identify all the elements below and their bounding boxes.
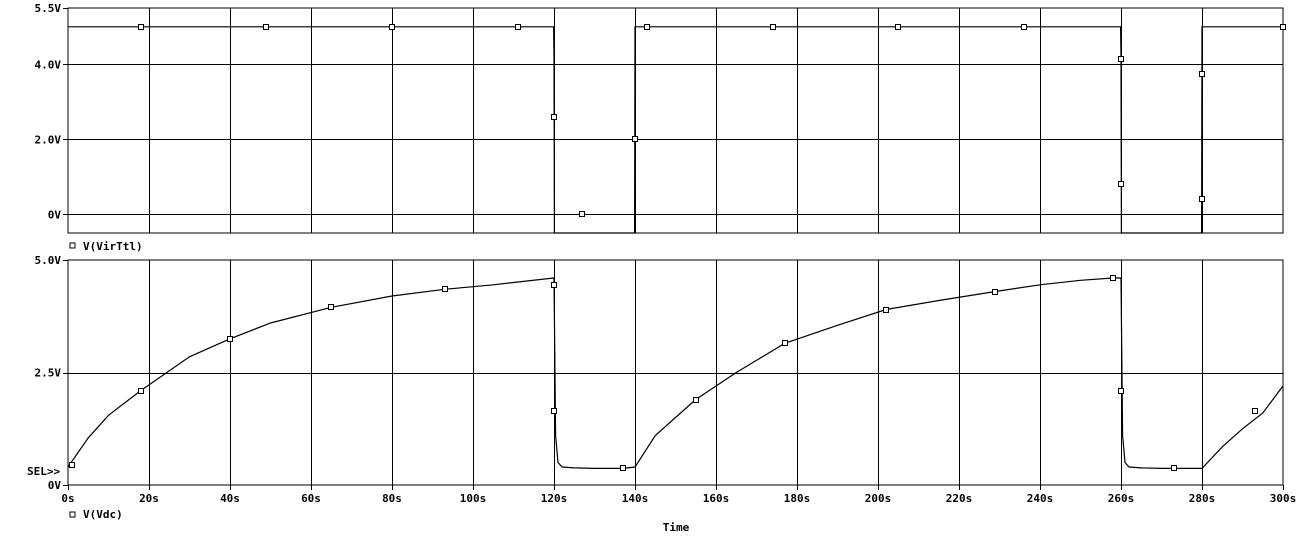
data-point-marker (1171, 465, 1177, 471)
bottom-plot-frame (67, 259, 1284, 486)
bottom-panel: 0V 2.5V 5.0V 0s 20s 40s 60s 80s 100s 120s 140s 160… (27, 254, 1296, 534)
top-legend-marker-icon (69, 242, 76, 249)
data-point-marker (895, 24, 901, 30)
y-tick-label: 0V (48, 208, 62, 221)
x-tick-label: 180s (784, 492, 811, 505)
x-tick-label: 220s (946, 492, 973, 505)
data-point-marker (782, 340, 788, 346)
selected-plot-indicator[interactable]: SEL>> (27, 465, 60, 478)
bottom-x-tick-labels: 0s 20s 40s 60s 80s 100s 120s 140s 160s 180s 200s 22… (61, 485, 1296, 505)
data-point-marker (442, 286, 448, 292)
data-point-marker (1252, 408, 1258, 414)
data-point-marker (693, 397, 699, 403)
x-tick-label: 60s (301, 492, 321, 505)
y-tick-label: 2.5V (35, 367, 62, 380)
data-point-marker (138, 388, 144, 394)
data-point-marker (328, 304, 334, 310)
x-tick-label: 260s (1108, 492, 1135, 505)
x-tick-label: 0s (61, 492, 74, 505)
x-tick-label: 100s (460, 492, 487, 505)
bottom-legend-label: V(Vdc) (83, 508, 123, 521)
x-tick-label: 300s (1270, 492, 1297, 505)
top-grid (68, 8, 1283, 233)
data-point-marker (1021, 24, 1027, 30)
data-point-marker (1199, 71, 1205, 77)
x-tick-label: 140s (622, 492, 649, 505)
y-tick-label: 0V (48, 479, 62, 492)
x-tick-label: 40s (220, 492, 240, 505)
top-markers (138, 24, 1286, 217)
top-legend-label: V(VirTtl) (83, 240, 143, 253)
y-tick-label: 5.5V (35, 2, 62, 15)
bottom-y-tick-labels: 0V 2.5V 5.0V (35, 254, 68, 492)
y-tick-label: 2.0V (35, 133, 62, 146)
y-tick-label: 5.0V (35, 254, 62, 267)
data-point-marker (389, 24, 395, 30)
data-point-marker (770, 24, 776, 30)
data-point-marker (579, 211, 585, 217)
data-point-marker (632, 136, 638, 142)
data-point-marker (1118, 181, 1124, 187)
x-axis-label: Time (663, 521, 690, 534)
x-tick-label: 240s (1027, 492, 1054, 505)
x-tick-label: 280s (1189, 492, 1216, 505)
bottom-markers (69, 275, 1258, 471)
data-point-marker (551, 408, 557, 414)
data-point-marker (69, 462, 75, 468)
data-point-marker (551, 282, 557, 288)
data-point-marker (227, 336, 233, 342)
x-tick-label: 200s (865, 492, 892, 505)
data-point-marker (620, 465, 626, 471)
data-point-marker (644, 24, 650, 30)
top-trace (68, 26, 1283, 234)
bottom-legend-marker-icon (69, 511, 76, 518)
x-tick-label: 80s (382, 492, 402, 505)
data-point-marker (992, 289, 998, 295)
data-point-marker (1280, 24, 1286, 30)
top-y-tick-labels: 0V 2.0V 4.0V 5.5V (35, 2, 68, 221)
data-point-marker (1118, 388, 1124, 394)
bottom-grid (68, 260, 1283, 485)
x-tick-label: 160s (703, 492, 730, 505)
y-tick-label: 4.0V (35, 58, 62, 71)
x-tick-label: 20s (139, 492, 159, 505)
top-panel: 0V 2.0V 4.0V 5.5V V(VirTtl) (35, 2, 1286, 253)
x-tick-label: 120s (541, 492, 568, 505)
top-plot-frame (67, 7, 1284, 234)
data-point-marker (1118, 56, 1124, 62)
data-point-marker (138, 24, 144, 30)
data-point-marker (883, 307, 889, 313)
data-point-marker (1110, 275, 1116, 281)
data-point-marker (515, 24, 521, 30)
data-point-marker (551, 114, 557, 120)
data-point-marker (1199, 196, 1205, 202)
data-point-marker (263, 24, 269, 30)
